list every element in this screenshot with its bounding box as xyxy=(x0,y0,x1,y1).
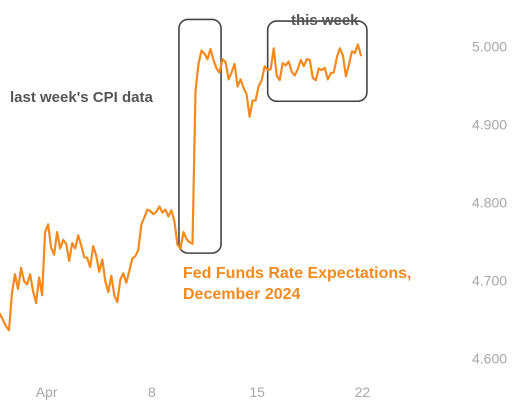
x-tick-label: Apr xyxy=(36,384,58,400)
series-line xyxy=(0,43,362,332)
x-tick-label: 22 xyxy=(355,384,371,400)
subtitle-line-2: December 2024 xyxy=(183,286,301,303)
y-tick-label: 4.600 xyxy=(472,350,507,366)
highlight-boxes xyxy=(178,18,368,254)
highlight-box xyxy=(178,18,222,254)
y-tick-label: 5.000 xyxy=(472,39,507,55)
x-tick-label: 15 xyxy=(249,384,265,400)
y-axis-ticks: 5.000 4.900 4.800 4.700 4.600 xyxy=(472,39,507,367)
annotation-cpi: last week's CPI data xyxy=(10,89,153,106)
x-tick-label: 8 xyxy=(148,384,156,400)
y-tick-label: 4.700 xyxy=(472,272,507,288)
y-tick-label: 4.900 xyxy=(472,117,507,133)
y-tick-label: 4.800 xyxy=(472,195,507,211)
highlight-box xyxy=(266,20,368,103)
subtitle-line-1: Fed Funds Rate Expectations, xyxy=(183,265,411,282)
annotation-this-week: this week xyxy=(291,12,359,29)
x-axis-ticks: Apr 8 15 22 xyxy=(36,384,371,400)
